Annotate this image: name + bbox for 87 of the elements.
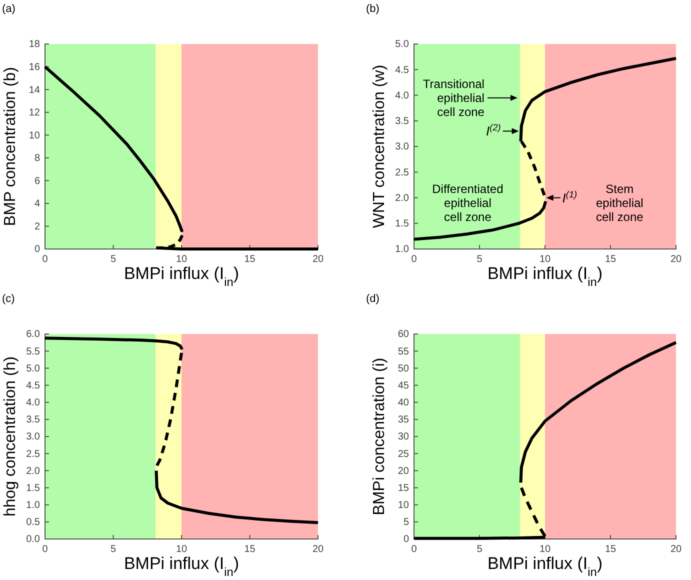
y-tick-label: 3.0 xyxy=(395,142,410,153)
x-tick-label: 5 xyxy=(110,254,116,266)
y-tick-label: 45 xyxy=(398,380,410,392)
y-tick-label: 5.0 xyxy=(395,39,410,50)
y-tick-label: 18 xyxy=(28,39,40,50)
y-tick-label: 6 xyxy=(34,176,40,187)
y-tick-label: 35 xyxy=(398,414,410,426)
x-axis-title: BMPi influx (I$_{in}$) xyxy=(124,554,240,579)
y-tick-label: 2.0 xyxy=(395,192,410,204)
x-axis-title: BMPi influx (I$_{in}$) xyxy=(124,264,240,289)
y-tick-label: 1.0 xyxy=(26,500,40,512)
y-tick-label: 25 xyxy=(398,448,410,460)
x-tick-label: 15 xyxy=(244,544,256,556)
x-tick-label: 20 xyxy=(670,544,682,556)
y-axis-title: BMPi concentration (i) xyxy=(371,358,388,516)
y-tick-label: 4 xyxy=(34,198,40,210)
y-axis-title: WNT concentration (w) xyxy=(371,64,388,228)
annotation: I$^{(2)}$ xyxy=(486,122,501,139)
y-tick-label: 6.0 xyxy=(26,329,40,340)
chart-title: (b) xyxy=(366,3,380,15)
chart-title: (d) xyxy=(366,293,380,305)
y-tick-label: 0 xyxy=(403,534,410,546)
line-series xyxy=(44,65,184,234)
y-tick-label: 8 xyxy=(34,153,40,164)
y-axis-title: BMP concentration (b) xyxy=(2,67,19,226)
y-tick-label: 2.5 xyxy=(26,448,40,460)
x-tick-label: 15 xyxy=(604,544,616,556)
y-tick-label: 5 xyxy=(403,517,410,528)
x-tick-label: 0 xyxy=(411,544,418,556)
y-tick-label: 4.0 xyxy=(395,90,410,102)
y-tick-label: 15 xyxy=(398,482,410,494)
y-tick-label: 12 xyxy=(28,108,40,119)
y-tick-label: 10 xyxy=(28,130,40,142)
x-tick-label: 10 xyxy=(176,254,188,266)
y-tick-label: 30 xyxy=(398,432,410,443)
x-tick-label: 5 xyxy=(476,544,483,556)
y-tick-label: 20 xyxy=(398,466,410,477)
annotation: Stem epithelial cell zone xyxy=(596,182,644,224)
x-tick-label: 5 xyxy=(476,254,483,266)
annotation: I$^{(1)}$ xyxy=(562,189,578,206)
x-tick-label: 5 xyxy=(110,544,116,556)
x-tick-label: 20 xyxy=(312,544,324,556)
y-tick-label: 3.5 xyxy=(26,414,40,426)
y-tick-label: 2.5 xyxy=(395,167,410,178)
x-tick-label: 20 xyxy=(670,254,682,266)
y-tick-label: 16 xyxy=(28,62,40,73)
x-tick-label: 10 xyxy=(539,544,551,556)
x-tick-label: 10 xyxy=(176,544,188,556)
x-tick-label: 10 xyxy=(539,254,551,266)
y-tick-label: 60 xyxy=(398,329,410,340)
y-tick-label: 3.0 xyxy=(26,432,40,443)
y-tick-label: 0.0 xyxy=(26,534,40,546)
line-series xyxy=(154,469,320,524)
x-tick-label: 0 xyxy=(42,254,48,266)
x-axis-title: BMPi influx (I$_{in}$) xyxy=(487,554,603,579)
y-tick-label: 50 xyxy=(398,363,410,374)
y-tick-label: 4.0 xyxy=(26,398,40,409)
annotation: Transitional epithelial cell zone xyxy=(422,77,485,120)
chart-title: (a) xyxy=(2,3,16,15)
chart-title: (c) xyxy=(2,293,15,305)
y-tick-label: 1.5 xyxy=(26,482,40,494)
line-series xyxy=(44,336,184,351)
line-series xyxy=(519,341,678,484)
x-tick-label: 20 xyxy=(312,254,324,266)
y-tick-label: 10 xyxy=(398,500,410,512)
y-tick-label: 1.5 xyxy=(395,218,410,230)
x-tick-label: 0 xyxy=(411,254,418,266)
y-tick-label: 2 xyxy=(34,221,40,232)
y-tick-label: 3.5 xyxy=(395,116,410,128)
y-tick-label: 55 xyxy=(398,346,410,358)
y-tick-label: 4.5 xyxy=(26,380,40,392)
y-tick-label: 1.0 xyxy=(395,244,410,256)
line-series xyxy=(155,351,183,468)
x-tick-label: 0 xyxy=(42,544,48,556)
y-tick-label: 4.5 xyxy=(395,64,410,76)
y-tick-label: 0.5 xyxy=(26,517,40,528)
y-tick-label: 5.0 xyxy=(26,363,40,374)
y-tick-label: 0 xyxy=(34,244,40,256)
x-axis-title: BMPi influx (I$_{in}$) xyxy=(487,264,603,289)
x-tick-label: 15 xyxy=(244,254,256,266)
annotation: Differentiated epithelial cell zone xyxy=(432,182,504,224)
y-tick-label: 40 xyxy=(398,398,410,409)
y-tick-label: 2.0 xyxy=(26,466,40,477)
y-axis-title: hhog concentration (h) xyxy=(2,356,19,517)
y-tick-label: 14 xyxy=(28,84,40,96)
x-tick-label: 15 xyxy=(604,254,616,266)
y-tick-label: 5.5 xyxy=(26,346,40,358)
